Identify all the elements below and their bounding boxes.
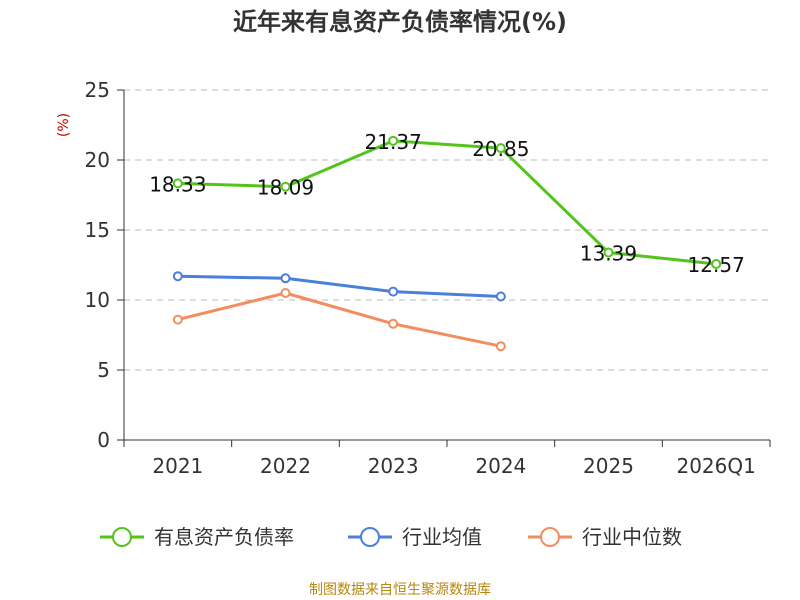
legend-marker-icon	[360, 527, 380, 547]
y-tick-label: 5	[97, 358, 110, 382]
legend-marker-icon	[112, 527, 132, 547]
legend-label: 行业均值	[402, 525, 482, 549]
data-point[interactable]	[495, 291, 506, 302]
legend[interactable]: 有息资产负债率 行业均值 行业中位数	[100, 525, 682, 549]
series-line-0	[177, 139, 717, 266]
x-tick-label: 2023	[368, 454, 419, 478]
data-point[interactable]	[280, 273, 291, 284]
series-line-2	[177, 291, 502, 348]
legend-item-1[interactable]: 行业均值	[348, 525, 482, 549]
data-point[interactable]	[280, 181, 291, 192]
legend-label: 有息资产负债率	[154, 525, 294, 549]
y-tick-label: 0	[97, 428, 110, 452]
series-layer	[172, 135, 722, 352]
data-point[interactable]	[172, 271, 183, 282]
data-point[interactable]	[280, 288, 291, 298]
legend-item-2[interactable]: 行业中位数	[528, 525, 682, 549]
x-tick-label: 2022	[260, 454, 311, 478]
x-tick-label: 2024	[475, 454, 526, 478]
y-tick-label: 20	[85, 148, 110, 172]
y-tick-label: 25	[85, 78, 110, 102]
data-point[interactable]	[711, 259, 722, 270]
data-point[interactable]	[603, 247, 614, 258]
x-tick-label: 2026Q1	[676, 454, 755, 478]
data-label: 18.33	[149, 172, 206, 196]
x-tick-label: 2021	[152, 454, 203, 478]
data-labels: 18.33 18.09 21.37 20.85 13.39 12.57	[149, 130, 745, 277]
y-axis-unit-label: (%)	[56, 113, 72, 137]
data-label: 21.37	[365, 130, 422, 154]
x-tick-label: 2025	[583, 454, 634, 478]
data-point[interactable]	[388, 135, 399, 146]
y-tick-label: 10	[85, 288, 110, 312]
legend-label: 行业中位数	[582, 525, 682, 549]
data-point[interactable]	[388, 318, 399, 329]
data-source-note: 制图数据来自恒生聚源数据库	[309, 582, 491, 598]
data-point[interactable]	[172, 178, 183, 189]
data-point[interactable]	[172, 314, 183, 325]
data-point[interactable]	[495, 341, 506, 352]
data-label: 18.09	[257, 176, 314, 200]
series-line-1	[177, 274, 501, 298]
data-point[interactable]	[495, 143, 506, 154]
y-tick-label: 15	[85, 218, 110, 242]
legend-item-0[interactable]: 有息资产负债率	[100, 525, 294, 549]
data-label: 13.39	[580, 242, 637, 266]
data-label: 12.57	[688, 253, 745, 277]
grid-lines	[124, 89, 770, 371]
data-label: 20.85	[472, 137, 529, 161]
chart-title: 近年来有息资产负债率情况(%)	[233, 8, 567, 36]
data-point[interactable]	[388, 286, 399, 297]
legend-marker-icon	[540, 527, 560, 547]
